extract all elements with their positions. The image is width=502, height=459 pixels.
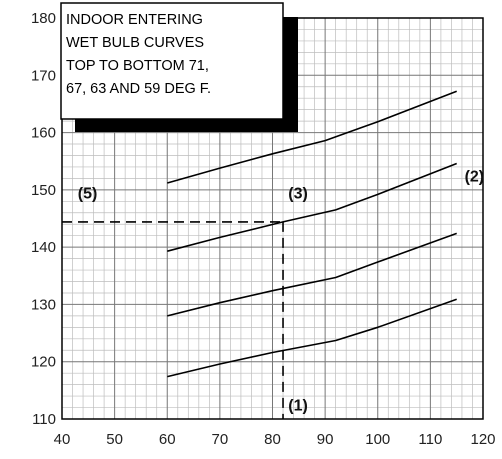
note-line-2: WET BULB CURVES bbox=[66, 35, 204, 51]
y-tick-labels: 110 120 130 140 150 160 170 180 bbox=[31, 10, 56, 428]
y-tick-label: 160 bbox=[31, 125, 56, 142]
marker-label: (3) bbox=[288, 185, 308, 202]
marker-label: (5) bbox=[78, 185, 98, 202]
y-tick-label: 110 bbox=[32, 411, 56, 428]
x-tick-label: 90 bbox=[317, 431, 334, 448]
series-line-1 bbox=[167, 90, 457, 184]
note-panel bbox=[60, 2, 284, 120]
series-line-3 bbox=[167, 232, 457, 317]
y-tick-label: 180 bbox=[31, 10, 56, 27]
reference-lines bbox=[62, 221, 284, 419]
x-tick-label: 50 bbox=[106, 431, 123, 448]
y-tick-label: 150 bbox=[31, 182, 56, 199]
y-tick-label: 170 bbox=[31, 67, 56, 84]
series-line-2 bbox=[167, 162, 457, 252]
marker-label: (1) bbox=[288, 397, 308, 414]
note-line-1: INDOOR ENTERING bbox=[66, 12, 203, 28]
x-tick-label: 70 bbox=[212, 431, 229, 448]
series-layer bbox=[167, 90, 457, 378]
x-tick-label: 120 bbox=[470, 431, 495, 448]
x-tick-label: 100 bbox=[365, 431, 390, 448]
y-tick-label: 120 bbox=[31, 354, 56, 371]
x-tick-labels: 40 50 60 70 80 90 100 110 120 bbox=[54, 431, 496, 448]
note-line-4: 67, 63 AND 59 DEG F. bbox=[66, 81, 211, 97]
series-line-4 bbox=[167, 298, 457, 378]
x-tick-label: 80 bbox=[264, 431, 281, 448]
note-box: INDOOR ENTERING WET BULB CURVES TOP TO B… bbox=[60, 2, 298, 132]
note-line-3: TOP TO BOTTOM 71, bbox=[66, 58, 209, 74]
y-tick-label: 130 bbox=[31, 296, 56, 313]
marker-label: (2) bbox=[465, 168, 485, 185]
x-tick-label: 60 bbox=[159, 431, 176, 448]
y-tick-label: 140 bbox=[31, 239, 56, 256]
x-tick-label: 40 bbox=[54, 431, 71, 448]
marker-labels: (1) (2) (3) (5) bbox=[78, 168, 484, 414]
x-tick-label: 110 bbox=[418, 431, 442, 448]
